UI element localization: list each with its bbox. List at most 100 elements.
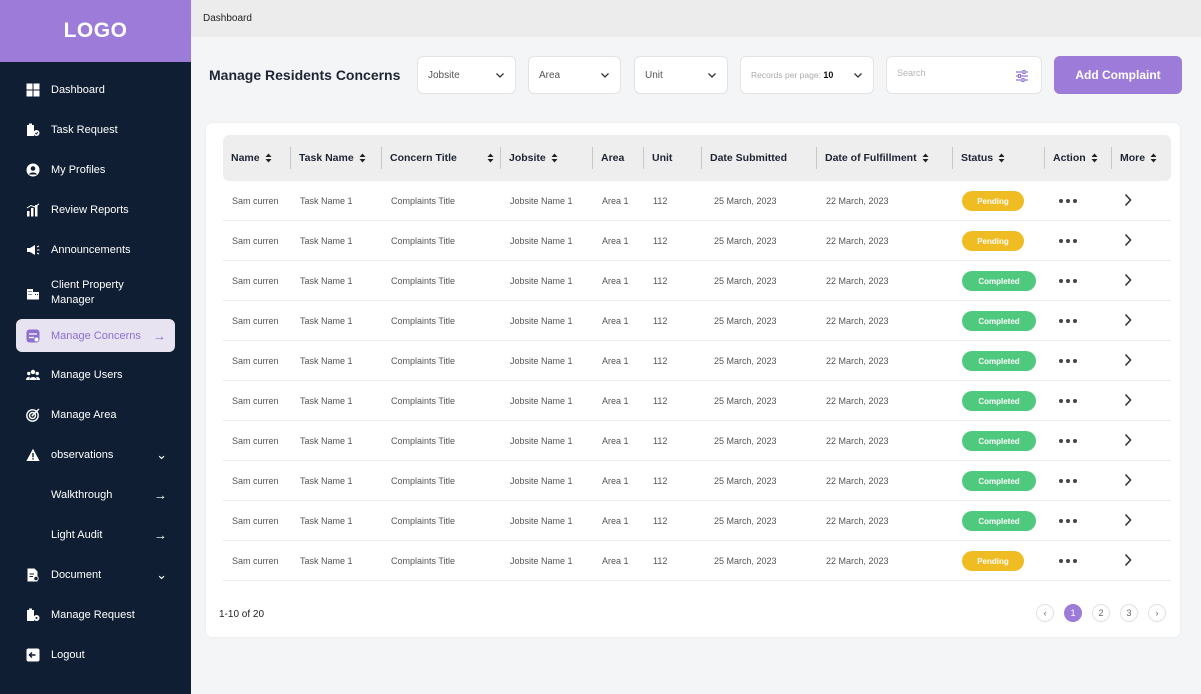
more-actions-icon[interactable] (1059, 279, 1077, 283)
sort-icon[interactable] (487, 153, 494, 163)
sort-icon[interactable] (265, 153, 272, 163)
building-icon (26, 286, 40, 300)
chevron-right-icon[interactable] (1123, 393, 1133, 409)
sort-icon[interactable] (551, 153, 558, 163)
more-actions-icon[interactable] (1059, 359, 1077, 363)
sidebar-item-observations[interactable]: observations ⌄ (0, 435, 191, 475)
sidebar-item-label: Manage Request (51, 609, 135, 621)
column-header-jobsite[interactable]: Jobsite (500, 135, 558, 181)
jobsite-cell: Jobsite Name 1 (510, 196, 573, 206)
sidebar-item-manage-users[interactable]: Manage Users (0, 355, 191, 395)
more-actions-icon[interactable] (1059, 479, 1077, 483)
date-submitted-cell: 25 March, 2023 (714, 316, 777, 326)
chevron-right-icon[interactable] (1123, 313, 1133, 329)
sort-icon[interactable] (1091, 153, 1098, 163)
status-badge: Completed (962, 511, 1036, 531)
chevron-down-icon (601, 73, 609, 78)
chevron-right-icon[interactable] (1123, 553, 1133, 569)
sidebar-item-dashboard[interactable]: Dashboard (0, 70, 191, 110)
sidebar-item-label: Logout (51, 649, 85, 661)
add-complaint-button[interactable]: Add Complaint (1054, 56, 1182, 94)
records-per-page-select[interactable]: Records per page: 10 (740, 56, 874, 94)
sidebar-item-label: Dashboard (51, 84, 105, 96)
chevron-right-icon[interactable] (1123, 233, 1133, 249)
sidebar-item-label: Document (51, 569, 102, 581)
chevron-right-icon[interactable] (1123, 273, 1133, 289)
pagination-prev-button[interactable]: ‹ (1036, 604, 1054, 622)
sidebar: LOGO Dashboard Task Request My Profiles Rev… (0, 0, 191, 694)
breadcrumb[interactable]: Dashboard (203, 13, 252, 24)
sidebar-item-label: Manage Concerns (51, 329, 141, 342)
sort-icon[interactable] (1150, 153, 1157, 163)
more-cell (1123, 301, 1133, 341)
date-fulfillment-cell: 22 March, 2023 (826, 316, 889, 326)
more-actions-icon[interactable] (1059, 399, 1077, 403)
unit-dropdown[interactable]: Unit (634, 56, 728, 94)
unit-cell: 112 (653, 476, 668, 486)
more-actions-icon[interactable] (1059, 439, 1077, 443)
table-row: Sam curren Task Name 1 Complaints Title Job… (223, 221, 1171, 261)
search-input[interactable] (897, 68, 1007, 78)
filter-sliders-icon[interactable] (1015, 69, 1029, 83)
date-fulfillment-cell: 22 March, 2023 (826, 276, 889, 286)
status-cell: Completed (962, 501, 1036, 541)
sidebar-item-my-profiles[interactable]: My Profiles (0, 150, 191, 190)
sort-icon[interactable] (922, 153, 929, 163)
pagination-page-2[interactable]: 2 (1092, 604, 1110, 622)
chevron-right-icon[interactable] (1123, 433, 1133, 449)
jobsite-cell: Jobsite Name 1 (510, 356, 573, 366)
date-fulfillment-cell: 22 March, 2023 (826, 236, 889, 246)
sort-icon[interactable] (359, 153, 366, 163)
sidebar-item-manage-concerns[interactable]: Manage Concerns → (16, 319, 175, 352)
column-header-date-submitted: Date Submitted (700, 135, 787, 181)
more-actions-icon[interactable] (1059, 559, 1077, 563)
sidebar-item-manage-request[interactable]: Manage Request (0, 595, 191, 635)
records-per-page-value: 10 (823, 70, 834, 80)
task-name-cell: Task Name 1 (300, 236, 353, 246)
task-name-cell: Task Name 1 (300, 556, 353, 566)
more-cell (1123, 501, 1133, 541)
more-actions-icon[interactable] (1059, 519, 1077, 523)
pagination-page-3[interactable]: 3 (1120, 604, 1138, 622)
area-dropdown[interactable]: Area (528, 56, 621, 94)
sort-icon[interactable] (998, 153, 1005, 163)
sidebar-item-review-reports[interactable]: Review Reports (0, 190, 191, 230)
table-row: Sam curren Task Name 1 Complaints Title Job… (223, 341, 1171, 381)
unit-cell: 112 (653, 356, 668, 366)
unit-cell: 112 (653, 556, 668, 566)
sidebar-item-announcements[interactable]: Announcements (0, 230, 191, 270)
sidebar-item-label: Task Request (51, 124, 118, 136)
sidebar-item-document[interactable]: Document ⌄ (0, 555, 191, 595)
more-actions-icon[interactable] (1059, 319, 1077, 323)
more-actions-icon[interactable] (1059, 199, 1077, 203)
column-header-task-name[interactable]: Task Name (290, 135, 366, 181)
jobsite-dropdown[interactable]: Jobsite (417, 56, 516, 94)
unit-cell: 112 (653, 316, 668, 326)
column-header-name[interactable]: Name (231, 135, 272, 181)
sidebar-item-task-request[interactable]: Task Request (0, 110, 191, 150)
column-header-status[interactable]: Status (951, 135, 1005, 181)
pagination-summary: 1-10 of 20 (219, 609, 265, 620)
sidebar-item-logout[interactable]: Logout (0, 635, 191, 675)
unit-cell: 112 (653, 436, 668, 446)
chevron-right-icon[interactable] (1123, 353, 1133, 369)
name-cell: Sam curren (232, 476, 279, 486)
pagination-page-1[interactable]: 1 (1064, 604, 1082, 622)
pagination-next-button[interactable]: › (1148, 604, 1166, 622)
sidebar-item-manage-area[interactable]: Manage Area (0, 395, 191, 435)
column-header-action[interactable]: Action (1044, 135, 1098, 181)
sidebar-item-light-audit[interactable]: Light Audit → (0, 515, 191, 555)
chevron-right-icon[interactable] (1123, 193, 1133, 209)
status-badge: Completed (962, 271, 1036, 291)
column-header-date-of-fulfillment[interactable]: Date of Fulfillment (816, 135, 929, 181)
column-header-concern-title[interactable]: Concern Title (381, 135, 494, 181)
task-name-cell: Task Name 1 (300, 436, 353, 446)
sidebar-item-walkthrough[interactable]: Walkthrough → (0, 475, 191, 515)
chevron-right-icon[interactable] (1123, 473, 1133, 489)
chevron-right-icon[interactable] (1123, 513, 1133, 529)
more-actions-icon[interactable] (1059, 239, 1077, 243)
sidebar-item-client-property-manager[interactable]: Client Property Manager (0, 270, 191, 315)
column-header-more[interactable]: More (1110, 135, 1157, 181)
area-cell: Area 1 (602, 436, 629, 446)
name-cell: Sam curren (232, 356, 279, 366)
